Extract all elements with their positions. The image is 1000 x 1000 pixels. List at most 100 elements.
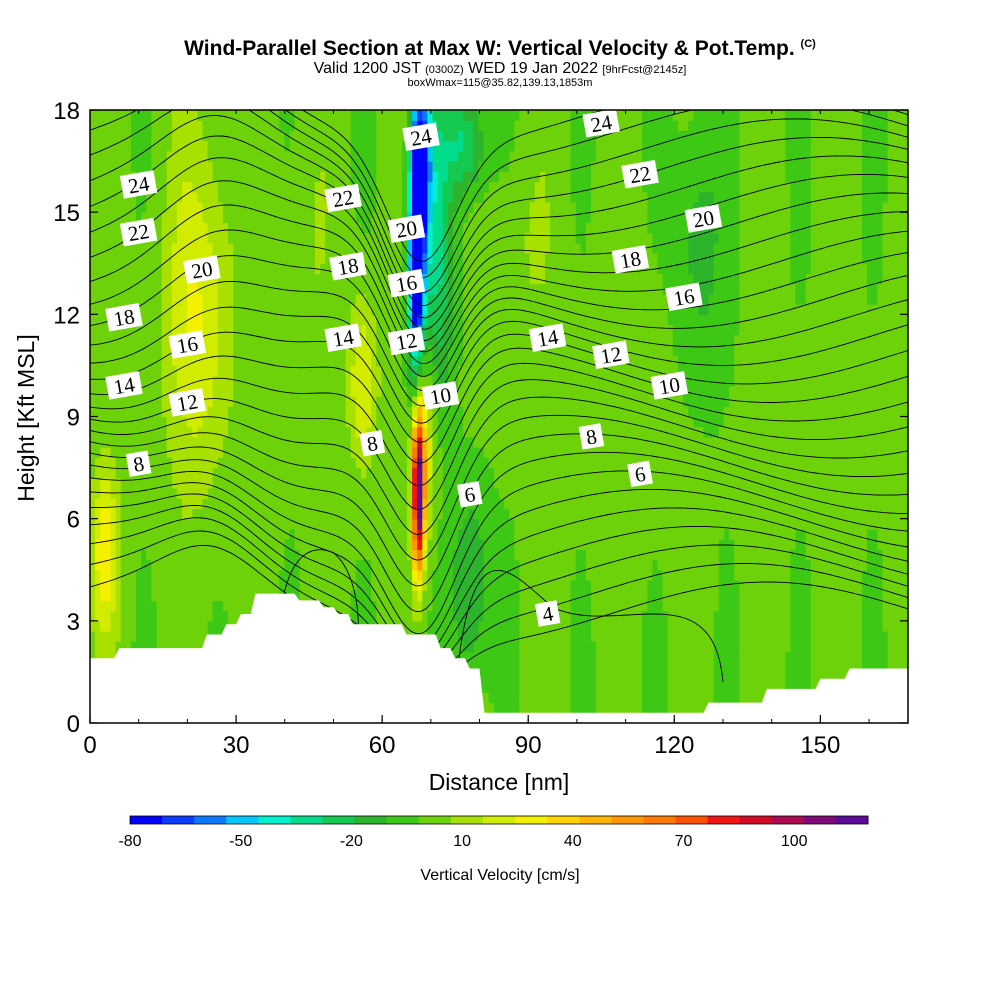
velocity-cell	[314, 467, 321, 479]
velocity-cell	[274, 375, 280, 387]
velocity-cell	[304, 406, 311, 418]
velocity-cell	[263, 232, 270, 244]
velocity-cell	[376, 283, 382, 295]
velocity-cell	[314, 436, 321, 448]
velocity-cell	[202, 324, 209, 336]
velocity-cell	[233, 426, 239, 438]
velocity-cell	[284, 191, 290, 203]
velocity-cell	[141, 600, 147, 612]
velocity-cell	[151, 355, 158, 366]
velocity-cell	[325, 150, 331, 162]
velocity-cell	[222, 273, 229, 285]
velocity-cell	[228, 324, 234, 336]
velocity-cell	[504, 314, 510, 326]
velocity-cell	[499, 406, 505, 418]
velocity-cell	[156, 396, 163, 407]
velocity-cell	[100, 324, 106, 336]
velocity-cell	[95, 242, 101, 254]
velocity-cell	[161, 528, 168, 540]
velocity-cell	[483, 467, 490, 479]
velocity-cell	[202, 498, 209, 509]
velocity-cell	[294, 191, 301, 203]
velocity-cell	[100, 334, 106, 346]
velocity-cell	[509, 365, 515, 377]
velocity-cell	[294, 355, 301, 366]
velocity-cell	[125, 212, 132, 223]
velocity-cell	[263, 375, 270, 387]
velocity-cell	[130, 161, 137, 172]
velocity-cell	[274, 580, 280, 591]
velocity-cell	[222, 110, 229, 121]
velocity-cell	[417, 559, 423, 571]
velocity-cell	[304, 314, 311, 326]
velocity-cell	[299, 263, 306, 274]
velocity-cell	[156, 345, 163, 356]
velocity-cell	[166, 283, 173, 295]
velocity-cell	[514, 641, 520, 653]
velocity-cell	[442, 518, 449, 530]
velocity-cell	[125, 406, 132, 418]
velocity-cell	[238, 488, 244, 499]
velocity-cell	[289, 539, 296, 550]
velocity-cell	[417, 385, 423, 397]
velocity-cell	[284, 110, 290, 121]
velocity-cell	[115, 201, 122, 213]
velocity-cell	[253, 396, 260, 407]
velocity-cell	[161, 283, 168, 295]
velocity-cell	[187, 467, 193, 479]
velocity-cell	[330, 212, 336, 223]
velocity-cell	[412, 181, 418, 193]
velocity-cell	[299, 375, 306, 387]
velocity-cell	[217, 365, 224, 377]
velocity-cell	[340, 140, 347, 152]
velocity-cell	[299, 110, 306, 121]
velocity-cell	[105, 488, 111, 499]
velocity-cell	[350, 457, 357, 469]
velocity-cell	[141, 406, 147, 418]
velocity-cell	[95, 314, 101, 326]
velocity-cell	[197, 212, 204, 223]
velocity-cell	[427, 477, 434, 489]
velocity-cell	[391, 610, 398, 622]
velocity-cell	[192, 140, 198, 152]
velocity-cell	[396, 191, 403, 203]
velocity-cell	[95, 263, 101, 274]
velocity-cell	[253, 140, 260, 152]
velocity-cell	[437, 365, 444, 377]
velocity-cell	[366, 528, 372, 540]
velocity-cell	[422, 467, 428, 479]
velocity-cell	[228, 436, 234, 448]
velocity-cell	[504, 406, 510, 418]
velocity-cell	[468, 426, 474, 438]
velocity-cell	[396, 263, 403, 274]
velocity-cell	[330, 304, 336, 315]
velocity-cell	[136, 263, 142, 274]
velocity-cell	[499, 549, 505, 561]
velocity-cell	[361, 498, 367, 509]
velocity-cell	[499, 304, 505, 315]
velocity-cell	[314, 416, 321, 428]
velocity-cell	[95, 181, 101, 193]
velocity-cell	[268, 569, 275, 581]
velocity-cell	[330, 580, 336, 591]
velocity-cell	[279, 161, 285, 172]
velocity-cell	[407, 528, 413, 540]
velocity-cell	[478, 620, 485, 632]
velocity-cell	[314, 212, 321, 223]
velocity-cell	[192, 426, 198, 438]
velocity-cell	[166, 365, 173, 377]
velocity-cell	[141, 549, 147, 561]
velocity-cell	[432, 273, 439, 285]
velocity-cell	[330, 130, 336, 142]
velocity-cell	[488, 436, 495, 448]
velocity-cell	[340, 242, 347, 254]
velocity-cell	[268, 375, 275, 387]
velocity-cell	[299, 130, 306, 142]
velocity-cell	[279, 304, 285, 315]
velocity-cell	[381, 181, 388, 193]
velocity-cell	[176, 201, 183, 213]
velocity-cell	[499, 559, 505, 571]
velocity-cell	[156, 569, 163, 581]
velocity-cell	[407, 406, 413, 418]
velocity-cell	[355, 508, 362, 520]
